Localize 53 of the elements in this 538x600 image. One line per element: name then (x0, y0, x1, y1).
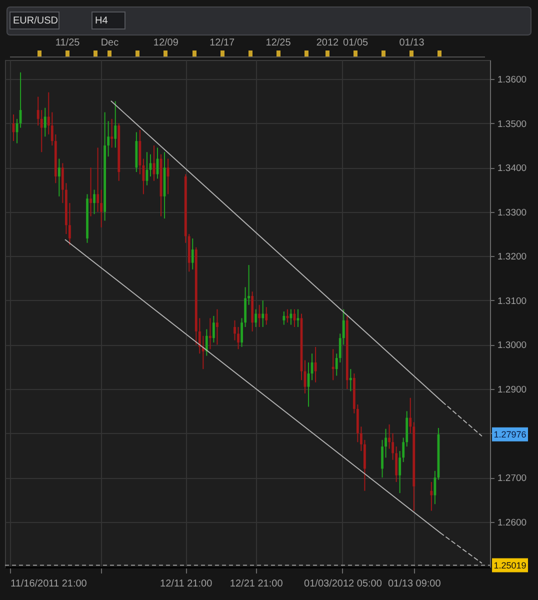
x2-tick-label: 12/09 (153, 38, 179, 48)
y-tick-label: 1.3000 (498, 340, 527, 352)
text: 1.27976 (494, 429, 526, 440)
y-tick-label: 1.3600 (498, 74, 527, 86)
candlestick (381, 439, 384, 478)
candlestick (216, 308, 218, 346)
candlestick (90, 167, 92, 217)
y-tick-label: 1.3200 (498, 252, 527, 263)
chart-title: EUR/USD (13, 16, 58, 26)
candlestick (332, 348, 334, 381)
candlestick (286, 308, 289, 324)
x-tick-label: 12/11 21:00 (160, 578, 213, 590)
candlestick (205, 328, 208, 356)
x-tick-label: 01/03/2012 05:00 (304, 578, 382, 590)
candlestick (208, 318, 212, 350)
candlestick (58, 158, 60, 197)
y-tick-label: 1.3100 (498, 296, 527, 307)
y-tick-label: 1.3400 (498, 163, 527, 174)
x2-tick-label: Dec (100, 38, 119, 48)
x-tick-label: 11/16/2011 21:00 (10, 578, 88, 590)
candlestick (114, 100, 117, 148)
candlestick (191, 238, 194, 270)
candlestick (258, 304, 261, 328)
candlestick (40, 110, 43, 153)
candlestick (212, 315, 215, 344)
y-tick-label: 1.2700 (498, 473, 527, 484)
candlestick (430, 481, 433, 512)
y-tick-label: 1.3300 (498, 207, 527, 218)
x-tick-label: 12/21 21:00 (230, 578, 284, 590)
candlestick (349, 368, 352, 392)
x2-tick-label: 01/05 (343, 38, 369, 48)
x2-tick-label: 11/25 (55, 38, 80, 48)
candlestick (265, 306, 268, 326)
candlestick (296, 308, 300, 328)
x-tick-label: 01/13 09:00 (388, 578, 442, 590)
candlestick (282, 311, 286, 326)
y-tick-label: 1.3500 (498, 118, 527, 130)
candlestick (388, 424, 390, 450)
candlestick (110, 118, 114, 148)
x2-tick-label: 12/17 (210, 38, 236, 48)
y-tick-label: 1.2900 (498, 384, 527, 396)
candlestick (262, 300, 264, 328)
candlestick (96, 147, 99, 212)
candlestick (93, 189, 96, 215)
chart-subtitle: H4 (95, 16, 108, 26)
y-tick-label: 1.2600 (498, 517, 527, 528)
x2-tick-label: 12/25 (266, 38, 292, 48)
x2-tick-label: 2012 (316, 38, 340, 48)
candlestick (254, 308, 258, 328)
ref-line-label: 1.25019 (494, 560, 526, 570)
candlestick (234, 320, 236, 341)
candlestick (44, 107, 46, 138)
x2-tick-label: 01/13 (399, 38, 425, 48)
